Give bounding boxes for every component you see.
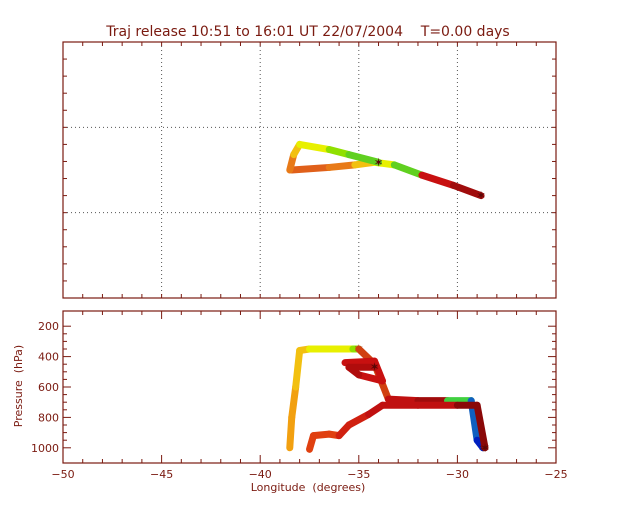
trajectory-segment [286, 413, 296, 452]
trajectory-segment [341, 357, 379, 367]
trajectory-segment [473, 401, 489, 452]
trajectory-end-marker: ✶ [476, 189, 486, 203]
x-tick-label: −30 [446, 468, 469, 481]
pressure-ticks [62, 311, 557, 463]
trajectory-map-panel: ✶✶ [62, 41, 557, 299]
trajectory-end-marker: ✶ [480, 441, 490, 455]
pressure-trajectories: ✶✶✶✶ [286, 342, 490, 455]
y-tick-label: 200 [38, 320, 59, 333]
trajectory-end-marker: ✶ [370, 360, 380, 374]
y-tick-label: 1000 [31, 442, 59, 455]
trajectory-segment [449, 181, 485, 200]
trajectory-segment [345, 151, 383, 166]
map-ticks [63, 42, 556, 298]
x-tick-label: −40 [249, 468, 272, 481]
trajectory-end-marker: ✶ [373, 155, 383, 169]
trajectory-segment [345, 410, 373, 429]
trajectory-segment [355, 371, 386, 385]
x-axis-label: Longitude (degrees) [251, 481, 366, 494]
trajectory-segment [288, 163, 333, 174]
trajectory-segment [390, 161, 426, 179]
y-axis-label: Pressure (hPa) [12, 345, 25, 427]
trajectory-segment [325, 161, 359, 171]
chart-title: Traj release 10:51 to 16:01 UT 22/07/200… [105, 24, 509, 40]
trajectory-segment [418, 171, 457, 189]
trajectory-segment [296, 140, 333, 154]
trajectory-segment [292, 347, 304, 391]
trajectory-segment [288, 383, 300, 421]
map-grid [63, 42, 556, 298]
x-tick-label: −50 [51, 468, 74, 481]
x-tick-label: −25 [544, 468, 567, 481]
x-tick-label: −35 [347, 468, 370, 481]
pressure-tick-labels: −50 −45 −40 −35 −30 −25 200 400 600 800 1000 [31, 320, 568, 481]
trajectory-segment [384, 395, 422, 405]
y-tick-label: 800 [38, 411, 59, 424]
x-tick-label: −45 [150, 468, 173, 481]
map-trajectories: ✶✶ [286, 140, 486, 203]
y-tick-label: 400 [38, 351, 59, 364]
y-tick-label: 600 [38, 381, 59, 394]
